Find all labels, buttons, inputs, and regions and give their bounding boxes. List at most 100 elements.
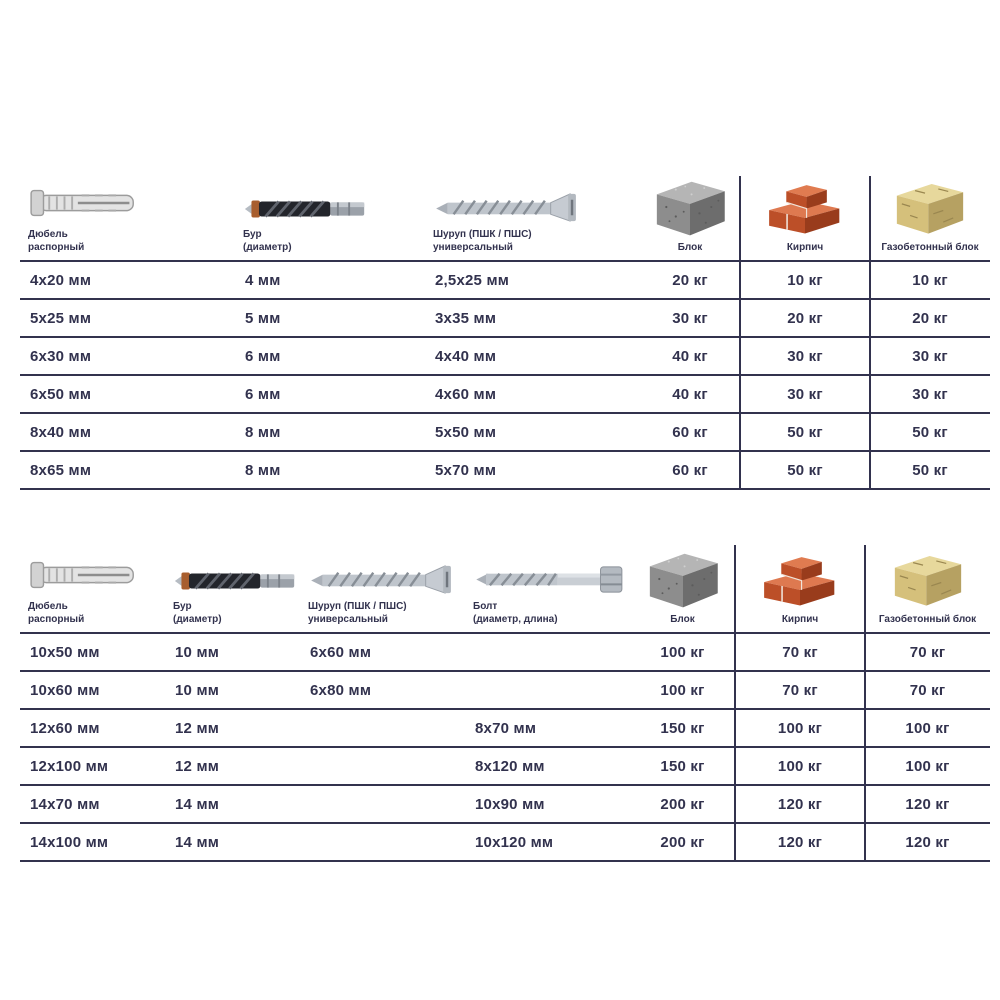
table-cell-block: 200 кг (660, 795, 705, 813)
column-divider (739, 176, 741, 488)
table-cell-brick: 50 кг (787, 461, 823, 479)
column-label-line: Бур (173, 601, 192, 612)
table-cell-drill: 12 мм (175, 719, 220, 737)
table-cell-dowel: 4x20 мм (30, 271, 92, 289)
column-header-brick: Кирпич (735, 545, 865, 632)
aerated-block-icon (891, 551, 965, 609)
anchor-table-large-sizes: Дюбель распорный Бур (диаметр) Шуруп (ПШК / … (20, 545, 990, 862)
table-cell-block: 60 кг (672, 423, 708, 441)
table-cell-drill: 8 мм (245, 423, 281, 441)
header-row: Дюбель распорный Бур (диаметр) Шуруп (ПШК / … (20, 545, 990, 632)
table-cell-dowel: 5x25 мм (30, 309, 92, 327)
column-label-line: универсальный (308, 613, 388, 625)
column-header-gasblock: Газобетонный блок (865, 545, 990, 632)
column-label-dowel: Дюбель распорный (28, 226, 84, 260)
column-header-dowel: Дюбель распорный (20, 545, 165, 632)
table-row: 6x30 мм 6 мм 4x40 мм 40 кг 30 кг 30 кг (20, 336, 990, 374)
table-cell-screw: 3x35 мм (435, 309, 497, 327)
column-label-bolt: Болт (диаметр, длина) (473, 598, 558, 632)
table-cell-drill: 12 мм (175, 757, 220, 775)
table-row: 4x20 мм 4 мм 2,5x25 мм 20 кг 10 кг 10 кг (20, 260, 990, 298)
drill-icon (243, 194, 367, 224)
table-row: 12x100 мм 12 мм 8x120 мм 150 кг 100 кг 100 кг (20, 746, 990, 784)
table-cell-screw: 4x60 мм (435, 385, 497, 403)
table-cell-dowel: 6x50 мм (30, 385, 92, 403)
lag-bolt-icon (473, 563, 631, 596)
column-header-dowel: Дюбель распорный (20, 176, 235, 260)
column-header-brick: Кирпич (740, 176, 870, 260)
table-cell-screw: 2,5x25 мм (435, 271, 510, 289)
column-label-line: универсальный (433, 241, 513, 253)
table-cell-brick: 120 кг (777, 833, 823, 851)
column-label-line: распорный (28, 241, 85, 253)
table-row: 8x40 мм 8 мм 5x50 мм 60 кг 50 кг 50 кг (20, 412, 990, 450)
table-cell-brick: 20 кг (787, 309, 823, 327)
table-cell-drill: 10 мм (175, 643, 220, 661)
table-cell-block: 30 кг (672, 309, 708, 327)
table-cell-block: 150 кг (660, 719, 705, 737)
table-cell-drill: 14 мм (175, 795, 220, 813)
column-label-line: Болт (473, 601, 498, 612)
column-label-block: Блок (670, 611, 695, 633)
table-cell-screw (300, 710, 465, 746)
column-label-drill: Бур (диаметр) (243, 226, 292, 260)
table-cell-screw: 5x70 мм (435, 461, 497, 479)
table-row: 12x60 мм 12 мм 8x70 мм 150 кг 100 кг 100 кг (20, 708, 990, 746)
table-row: 14x100 мм 14 мм 10x120 мм 200 кг 120 кг 120 к… (20, 822, 990, 860)
column-label-line: Дюбель (28, 229, 68, 240)
concrete-block-icon (645, 549, 721, 609)
table-cell-drill: 5 мм (245, 309, 281, 327)
table-cell-drill: 8 мм (245, 461, 281, 479)
table-cell-brick: 100 кг (777, 719, 823, 737)
table-cell-bolt: 10x90 мм (475, 795, 545, 813)
table-cell-gasblock: 50 кг (912, 461, 948, 479)
column-header-drill: Бур (диаметр) (165, 545, 300, 632)
column-label-drill: Бур (диаметр) (173, 598, 222, 632)
table-cell-dowel: 8x40 мм (30, 423, 92, 441)
column-header-block: Блок (640, 176, 740, 260)
table-cell-gasblock: 20 кг (912, 309, 948, 327)
table-cell-screw: 5x50 мм (435, 423, 497, 441)
table-cell-bolt: 8x120 мм (475, 757, 545, 775)
table-cell-drill: 10 мм (175, 681, 220, 699)
table-cell-block: 200 кг (660, 833, 705, 851)
column-label-screw: Шуруп (ПШК / ПШС) универсальный (433, 226, 532, 260)
table-cell-brick: 70 кг (782, 643, 818, 661)
table-row: 5x25 мм 5 мм 3x35 мм 30 кг 20 кг 20 кг (20, 298, 990, 336)
dowel-icon (28, 554, 143, 596)
table-cell-dowel: 10x60 мм (30, 681, 100, 699)
table-cell-drill: 6 мм (245, 385, 281, 403)
table-cell-brick: 30 кг (787, 385, 823, 403)
column-label-line: Шуруп (ПШК / ПШС) (433, 229, 532, 240)
table-cell-dowel: 10x50 мм (30, 643, 100, 661)
column-label-block: Блок (678, 239, 703, 261)
table-cell-block: 60 кг (672, 461, 708, 479)
column-label-line: Шуруп (ПШК / ПШС) (308, 601, 407, 612)
table-cell-brick: 50 кг (787, 423, 823, 441)
table-cell-brick: 100 кг (777, 757, 823, 775)
table-cell-screw (300, 824, 465, 860)
column-label-line: Бур (243, 229, 262, 240)
table-cell-dowel: 8x65 мм (30, 461, 92, 479)
column-label-brick: Кирпич (787, 239, 823, 261)
table-cell-brick: 10 кг (787, 271, 823, 289)
table-cell-dowel: 12x100 мм (30, 757, 109, 775)
table-cell-gasblock: 70 кг (909, 643, 946, 661)
concrete-block-icon (652, 177, 728, 237)
table-cell-screw (300, 748, 465, 784)
table-cell-gasblock: 50 кг (912, 423, 948, 441)
screw-icon (433, 191, 581, 224)
table-cell-bolt: 8x70 мм (475, 719, 537, 737)
table-cell-dowel: 6x30 мм (30, 347, 92, 365)
table-cell-drill: 6 мм (245, 347, 281, 365)
column-label-dowel: Дюбель распорный (28, 598, 84, 632)
brick-icon (766, 177, 844, 237)
column-label-line: Газобетонный блок (878, 613, 977, 625)
table-cell-drill: 14 мм (175, 833, 220, 851)
table-cell-gasblock: 30 кг (912, 385, 948, 403)
table-row: 10x60 мм 10 мм 6x80 мм 100 кг 70 кг 70 кг (20, 670, 990, 708)
column-label-line: Блок (677, 241, 703, 253)
header-row: Дюбель распорный Бур (диаметр) Шуруп (ПШК / … (20, 176, 990, 260)
table-cell-brick: 120 кг (777, 795, 823, 813)
